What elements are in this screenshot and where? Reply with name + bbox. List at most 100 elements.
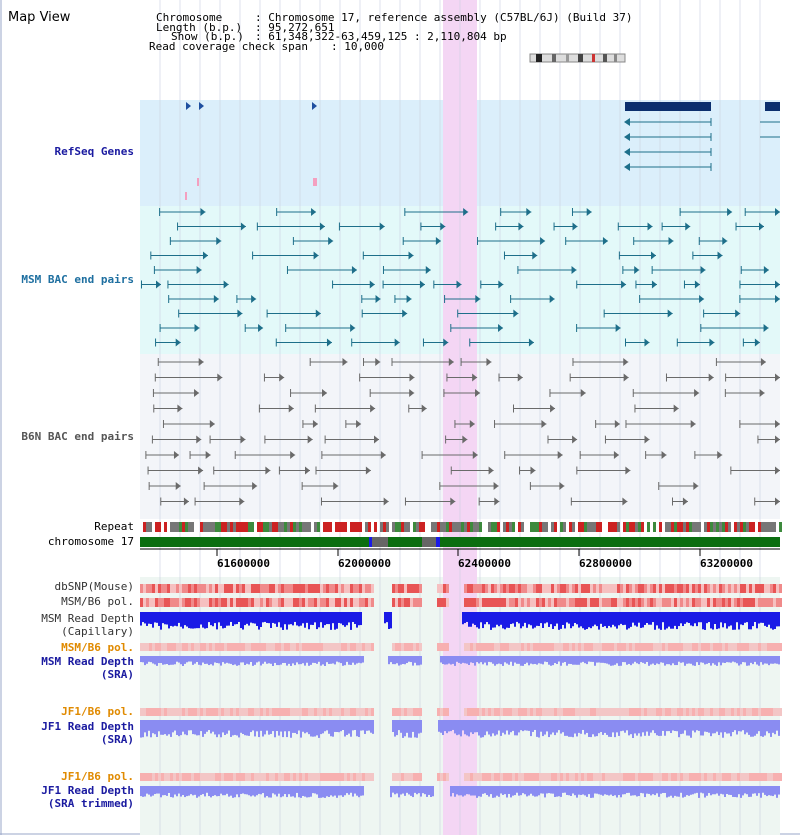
msm-bac-pair (709, 338, 715, 347)
heat-cell (320, 708, 323, 716)
heat-cell (479, 708, 482, 716)
depth-bar (182, 612, 184, 629)
depth-bar (738, 720, 740, 732)
b6n-bac-pair (374, 435, 380, 444)
repeat-segment (743, 522, 746, 532)
b6n-bac-pair (205, 451, 211, 459)
heat-cell (548, 584, 551, 593)
depth-bar (250, 720, 252, 733)
depth-bar (598, 786, 600, 795)
depth-bar (322, 656, 324, 665)
repeat-segment (338, 522, 341, 532)
depth-bar (408, 720, 410, 738)
heat-cell (686, 643, 689, 651)
depth-bar (190, 786, 192, 795)
heat-cell (650, 598, 653, 607)
depth-bar (210, 786, 212, 798)
heat-cell (629, 643, 632, 651)
heat-cell (311, 708, 314, 716)
depth-bar (262, 612, 264, 623)
msm-bac-pair (528, 338, 534, 347)
depth-bar (460, 720, 462, 737)
heat-cell (728, 773, 731, 781)
heat-cell (575, 598, 578, 607)
track-label-b6n-bac[interactable]: B6N BAC end pairs (21, 430, 134, 443)
depth-bar (626, 786, 628, 793)
depth-bar (718, 720, 720, 736)
heat-cell (227, 584, 230, 593)
depth-bar (632, 612, 634, 623)
heat-cell (155, 773, 158, 781)
msm-bac-pair (602, 237, 608, 245)
heat-cell (338, 773, 341, 781)
repeat-segment (674, 522, 677, 532)
depth-bar (770, 656, 772, 664)
depth-bar (334, 612, 336, 630)
heat-cell (443, 584, 446, 593)
heat-cell (515, 598, 518, 607)
depth-bar (678, 720, 680, 738)
heat-cell (350, 643, 353, 651)
repeat-segment (188, 522, 191, 532)
track-label-msm-bac[interactable]: MSM BAC end pairs (21, 273, 134, 286)
depth-bar (358, 656, 360, 663)
heat-cell (248, 643, 251, 651)
depth-bar (566, 656, 568, 666)
msm-bac-pair (408, 251, 414, 260)
depth-bar (740, 612, 742, 625)
repeat-segment (269, 522, 272, 532)
heat-cell (323, 598, 326, 607)
repeat-segment (323, 522, 326, 532)
depth-bar (602, 720, 604, 735)
heat-cell (149, 643, 152, 651)
heat-cell (284, 584, 287, 593)
depth-bar (560, 720, 562, 734)
heat-cell (695, 708, 698, 716)
depth-bar (588, 656, 590, 662)
depth-bar (622, 786, 624, 795)
heat-cell (194, 773, 197, 781)
heat-cell (281, 708, 284, 716)
repeat-segment (716, 522, 719, 532)
track-label-refseq[interactable]: RefSeq Genes (54, 145, 134, 158)
depth-bar (240, 786, 242, 794)
b6n-bac-pair (288, 404, 294, 413)
repeat-segment (257, 522, 260, 532)
depth-bar (482, 656, 484, 665)
chromosome-marker (369, 537, 372, 547)
heat-cell (173, 643, 176, 651)
heat-cell (152, 584, 155, 593)
depth-bar (410, 720, 412, 738)
heat-cell (770, 643, 773, 651)
depth-bar (750, 656, 752, 663)
heat-cell (263, 598, 266, 607)
b6n-bac-pair (623, 373, 629, 382)
depth-bar (404, 786, 406, 796)
heat-cell (140, 773, 143, 781)
heat-cell (734, 584, 737, 593)
depth-bar (166, 656, 168, 665)
heat-cell (521, 643, 524, 651)
depth-bar (616, 786, 618, 798)
depth-bar (300, 786, 302, 798)
depth-bar (188, 612, 190, 629)
heat-cell (698, 773, 701, 781)
heat-cell (323, 773, 326, 781)
heat-cell (695, 773, 698, 781)
repeat-segment (290, 522, 293, 532)
depth-bar (222, 786, 224, 796)
depth-bar (478, 612, 480, 629)
heat-cell (356, 773, 359, 781)
depth-bar (294, 786, 296, 798)
heat-cell (155, 584, 158, 593)
heat-cell (617, 773, 620, 781)
depth-bar (628, 656, 630, 664)
depth-bar (302, 612, 304, 624)
repeat-segment (455, 522, 458, 532)
depth-bar (614, 612, 616, 627)
heat-cell (167, 773, 170, 781)
depth-bar (216, 612, 218, 630)
depth-bar (294, 656, 296, 666)
heat-cell (671, 773, 674, 781)
